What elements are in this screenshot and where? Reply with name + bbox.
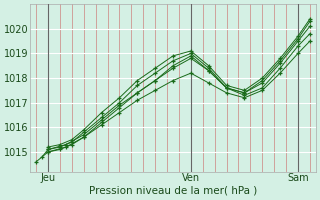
X-axis label: Pression niveau de la mer( hPa ): Pression niveau de la mer( hPa ) bbox=[89, 186, 257, 196]
